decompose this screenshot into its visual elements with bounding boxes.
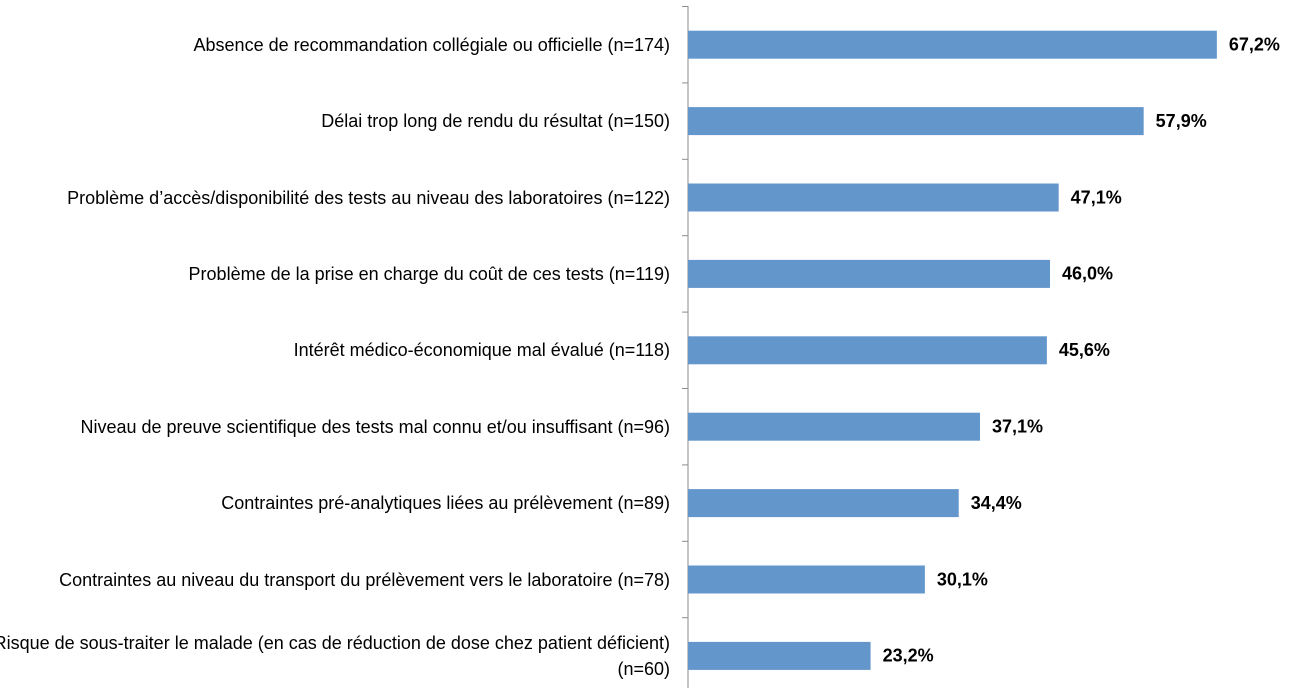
category-label: Problème d’accès/disponibilité des tests… <box>67 187 670 208</box>
category-label: Risque de sous-traiter le malade (en cas… <box>0 632 670 679</box>
bar <box>688 489 959 518</box>
bar <box>688 336 1047 365</box>
bar <box>688 183 1059 212</box>
category-label: Intérêt médico-économique mal évalué (n=… <box>293 340 670 361</box>
value-label: 34,4% <box>971 493 1022 513</box>
value-label: 46,0% <box>1062 264 1113 284</box>
bar <box>688 641 871 670</box>
category-label: Niveau de preuve scientifique des tests … <box>80 416 670 437</box>
category-label: Absence de recommandation collégiale ou … <box>193 34 670 55</box>
category-label: Contraintes au niveau du transport du pr… <box>59 569 670 590</box>
value-label: 45,6% <box>1059 340 1110 360</box>
value-label: 23,2% <box>883 646 934 666</box>
value-label: 67,2% <box>1229 34 1280 54</box>
category-label: Contraintes pré-analytiques liées au pré… <box>221 493 670 514</box>
bar <box>688 259 1051 288</box>
category-label: Délai trop long de rendu du résultat (n=… <box>321 111 670 132</box>
category-label: Problème de la prise en charge du coût d… <box>188 263 670 284</box>
bar <box>688 30 1217 59</box>
bar <box>688 412 980 441</box>
value-label: 37,1% <box>992 416 1043 436</box>
bar <box>688 565 925 594</box>
bar <box>688 107 1144 136</box>
value-label: 57,9% <box>1156 111 1207 131</box>
value-label: 47,1% <box>1071 187 1122 207</box>
value-label: 30,1% <box>937 569 988 589</box>
